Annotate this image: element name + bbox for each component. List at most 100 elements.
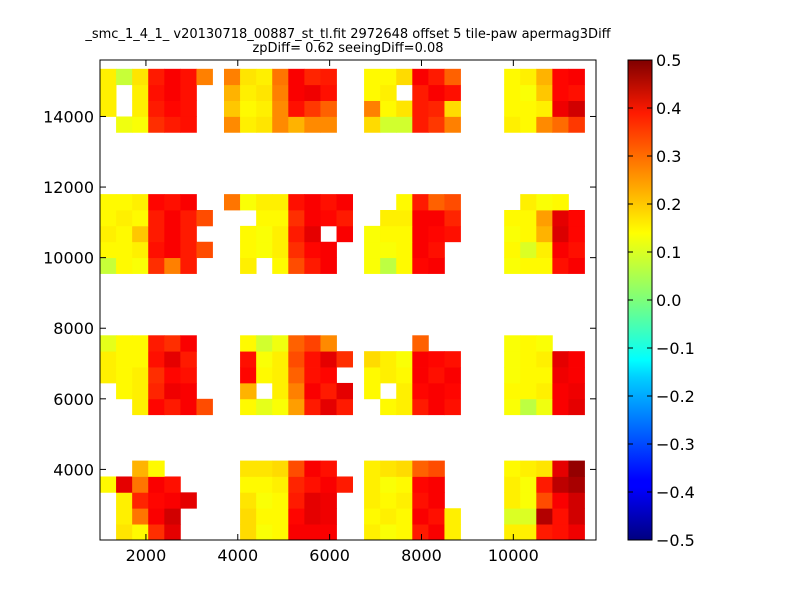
- heatmap-cell: [520, 335, 537, 352]
- colorbar-tick-label: −0.5: [656, 531, 695, 550]
- heatmap-cell: [396, 257, 413, 274]
- heatmap-cell: [520, 100, 537, 117]
- heatmap-cell: [256, 524, 273, 541]
- heatmap-cell: [240, 398, 257, 416]
- heatmap-cell: [380, 68, 397, 86]
- colorbar-tick-label: 0.3: [656, 147, 681, 166]
- heatmap-cell: [272, 116, 289, 133]
- heatmap-cell: [148, 84, 165, 101]
- heatmap-cell: [288, 84, 305, 101]
- heatmap-cell: [272, 194, 289, 211]
- heatmap-cell: [100, 335, 117, 352]
- plot-frame: [99, 59, 597, 541]
- heatmap-cell: [568, 382, 585, 400]
- heatmap-cell: [380, 476, 397, 493]
- heatmap-cell: [164, 351, 181, 368]
- heatmap-cell: [132, 225, 149, 243]
- title-line-1: _smc_1_4_1_ v20130718_00887_st_tl.fit 29…: [84, 27, 611, 42]
- heatmap-cell: [272, 492, 289, 509]
- heatmap-cell: [536, 257, 553, 274]
- heatmap-cell: [320, 398, 337, 416]
- heatmap-cell: [520, 476, 537, 493]
- heatmap-cell: [100, 476, 117, 493]
- heatmap-cell: [256, 116, 273, 133]
- heatmap-cell: [256, 508, 273, 525]
- heatmap-cell: [552, 367, 569, 384]
- heatmap-cell: [396, 116, 413, 133]
- heatmap-cell: [100, 194, 117, 211]
- heatmap-cell: [536, 194, 553, 211]
- heatmap-cells: [100, 68, 585, 541]
- heatmap-cell: [164, 367, 181, 384]
- heatmap-cell: [288, 460, 305, 477]
- heatmap-cell: [412, 492, 429, 509]
- colorbar-tick-label: 0.1: [656, 243, 681, 262]
- heatmap-cell: [272, 351, 289, 368]
- heatmap-cell: [240, 335, 257, 352]
- heatmap-cell: [164, 492, 181, 509]
- heatmap-cell: [396, 241, 413, 259]
- heatmap-cell: [536, 382, 553, 400]
- heatmap-cell: [536, 241, 553, 259]
- heatmap-cell: [180, 225, 197, 243]
- heatmap-cell: [536, 476, 553, 493]
- heatmap-cell: [520, 210, 537, 227]
- heatmap-cell: [396, 210, 413, 227]
- heatmap-cell: [132, 382, 149, 400]
- heatmap-cell: [272, 508, 289, 525]
- heatmap-cell: [272, 335, 289, 352]
- heatmap-cell: [100, 351, 117, 368]
- heatmap-cell: [364, 476, 381, 493]
- heatmap-cell: [100, 68, 117, 86]
- heatmap-cell: [320, 68, 337, 86]
- heatmap-cell: [288, 225, 305, 243]
- heatmap-cell: [444, 210, 461, 227]
- heatmap-cell: [148, 460, 165, 477]
- heatmap-cell: [224, 68, 241, 86]
- heatmap-cell: [256, 460, 273, 477]
- heatmap-cell: [164, 241, 181, 259]
- heatmap-cell: [132, 210, 149, 227]
- heatmap-cell: [568, 398, 585, 416]
- heatmap-cell: [164, 476, 181, 493]
- heatmap-cell: [224, 84, 241, 101]
- heatmap-cell: [364, 257, 381, 274]
- heatmap-cell: [272, 84, 289, 101]
- heatmap-cell: [336, 382, 353, 400]
- heatmap-cell: [364, 225, 381, 243]
- heatmap-cell: [148, 116, 165, 133]
- heatmap-cell: [132, 194, 149, 211]
- heatmap-cell: [132, 492, 149, 509]
- heatmap-cell: [552, 210, 569, 227]
- heatmap-cell: [504, 210, 521, 227]
- heatmap-cell: [132, 335, 149, 352]
- heatmap-cell: [520, 524, 537, 541]
- heatmap-cell: [380, 492, 397, 509]
- heatmap-cell: [148, 492, 165, 509]
- heatmap-cell: [568, 492, 585, 509]
- heatmap-cell: [380, 210, 397, 227]
- heatmap-cell: [164, 84, 181, 101]
- heatmap-cell: [132, 116, 149, 133]
- colorbar-tick-label: 0.0: [656, 291, 681, 310]
- heatmap-cell: [116, 116, 133, 133]
- heatmap-cell: [504, 524, 521, 541]
- heatmap-cell: [288, 116, 305, 133]
- heatmap-cell: [256, 492, 273, 509]
- heatmap-cell: [304, 367, 321, 384]
- heatmap-cell: [520, 508, 537, 525]
- heatmap-cell: [304, 524, 321, 541]
- heatmap-cell: [320, 84, 337, 101]
- heatmap-cell: [116, 210, 133, 227]
- heatmap-cell: [504, 68, 521, 86]
- heatmap-cell: [552, 508, 569, 525]
- heatmap-cell: [288, 100, 305, 117]
- heatmap-cell: [164, 100, 181, 117]
- heatmap-cell: [412, 382, 429, 400]
- heatmap-cell: [304, 210, 321, 227]
- heatmap-cell: [520, 116, 537, 133]
- heatmap-cell: [428, 225, 445, 243]
- heatmap-cell: [256, 84, 273, 101]
- heatmap-cell: [272, 257, 289, 274]
